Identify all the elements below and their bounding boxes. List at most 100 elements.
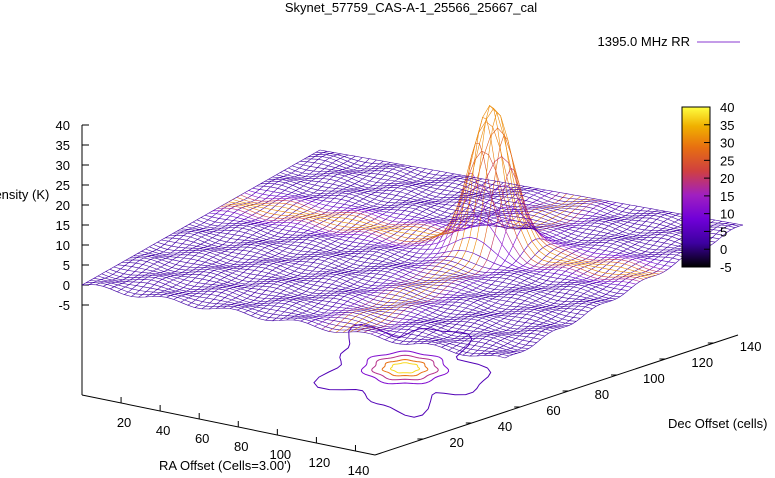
surface-gridline: [228, 105, 652, 277]
surface-gridline: [256, 185, 680, 261]
z-tick-label: 5: [63, 258, 70, 273]
contour-line: [313, 323, 492, 418]
surface-gridline: [315, 152, 740, 227]
colorbar-tick-label: 15: [720, 189, 734, 204]
surface-gridline: [196, 219, 621, 297]
surface-gridline: [268, 178, 692, 253]
surface-gridline: [307, 189, 546, 324]
colorbar-ticks: 40 35 30 25 20 15 10 5 0 -5: [704, 100, 734, 275]
surface-gridline: [264, 180, 688, 255]
surface-gridline: [85, 282, 510, 357]
colorbar-tick-label: 40: [720, 100, 734, 115]
contour-projection: [313, 323, 492, 418]
surface-gridline: [145, 248, 569, 326]
x-tick-label: 80: [234, 439, 248, 454]
surface-gridline: [272, 176, 696, 252]
y-tick-label: 100: [643, 371, 665, 386]
y-axis-label: Dec Offset (cells): [668, 416, 767, 431]
x-tick-label: 20: [117, 415, 131, 430]
z-tick-label: -5: [58, 298, 70, 313]
colorbar-tick-label: 5: [720, 224, 727, 239]
surface-gridline: [252, 188, 676, 264]
surface-gridline: [260, 183, 684, 258]
surface-gridline: [288, 167, 712, 246]
surface-gridline: [165, 237, 589, 312]
surface-gridline: [138, 159, 377, 298]
surface-gridline: [109, 269, 533, 347]
z-tick-label: 20: [56, 198, 70, 213]
surface-gridline: [149, 246, 573, 325]
surface-gridline: [161, 239, 585, 316]
z-axis-label: Intensity (K): [0, 187, 49, 202]
surface-gridline: [117, 264, 541, 340]
surface-gridline: [224, 120, 648, 279]
surface-gridline: [157, 242, 581, 319]
legend-label: 1395.0 MHz RR: [598, 34, 690, 49]
x-tick-label: 120: [309, 455, 331, 470]
surface-gridline: [200, 217, 625, 295]
surface-gridline: [204, 215, 629, 291]
surface-gridline: [81, 284, 506, 359]
surface-gridline: [121, 262, 545, 337]
colorbar-tick-label: 30: [720, 136, 734, 151]
surface-gridline: [113, 266, 537, 343]
surface-gridline: [240, 156, 664, 273]
colorbar-tick-label: 20: [720, 171, 734, 186]
surface-gridline: [153, 244, 577, 322]
surface-gridline: [133, 255, 557, 330]
surface-gridline: [236, 127, 660, 275]
surface-gridline: [93, 278, 517, 354]
surface-gridline: [232, 107, 656, 276]
z-tick-label: 15: [56, 218, 70, 233]
x-axis-ticks: 20 40 60 80 100 120 140: [117, 397, 369, 478]
z-axis-ticks: 40 35 30 25 20 15 10 5 0 -5: [56, 118, 89, 313]
surface-gridline: [137, 253, 561, 329]
surface-gridline: [312, 153, 736, 228]
surface-gridline: [212, 210, 636, 285]
x-tick-label: 60: [195, 431, 209, 446]
y-tick-label: 140: [740, 339, 762, 354]
surface-gridline: [441, 213, 680, 348]
surface-gridline: [216, 184, 640, 282]
y-tick-label: 120: [691, 355, 713, 370]
contour-line: [360, 350, 450, 385]
surface-gridline: [304, 158, 728, 233]
x-tick-label: 40: [156, 423, 170, 438]
colorbar-tick-label: 0: [720, 242, 727, 257]
colorbar-tick-label: 25: [720, 153, 734, 168]
z-tick-label: 40: [56, 118, 70, 133]
surface-gridline: [129, 257, 553, 332]
surface-gridline: [169, 234, 593, 309]
surface-gridline: [189, 224, 613, 301]
surface-gridline: [185, 226, 609, 303]
z-tick-label: 0: [63, 278, 70, 293]
contour-line: [390, 362, 420, 374]
surface-gridline: [300, 161, 724, 236]
surface-gridline: [280, 172, 704, 250]
colorbar-tick-label: 35: [720, 118, 734, 133]
surface-gridline: [248, 190, 672, 267]
surface-gridline: [173, 232, 597, 307]
surface-gridline: [89, 280, 513, 355]
x-tick-label: 100: [269, 447, 291, 462]
surface-gridline: [101, 273, 525, 351]
surface-gridline: [276, 174, 700, 251]
surface-gridline: [181, 228, 605, 304]
colorbar: [681, 106, 711, 268]
z-tick-label: 30: [56, 158, 70, 173]
z-tick-label: 10: [56, 238, 70, 253]
surface-gridline: [110, 154, 349, 290]
x-tick-label: 140: [348, 463, 370, 478]
colorbar-tick-label: -5: [720, 260, 732, 275]
z-tick-label: 35: [56, 138, 70, 153]
surface-gridline: [284, 170, 708, 248]
surface-gridline: [272, 183, 511, 322]
surface-gridline: [220, 150, 644, 280]
z-tick-label: 25: [56, 178, 70, 193]
y-axis-ticks: 20 40 60 80 100 120 140: [417, 339, 762, 450]
y-tick-label: 40: [498, 419, 512, 434]
y-tick-label: 80: [595, 387, 609, 402]
surface-gridline: [173, 166, 412, 300]
surface-gridline: [141, 251, 565, 328]
